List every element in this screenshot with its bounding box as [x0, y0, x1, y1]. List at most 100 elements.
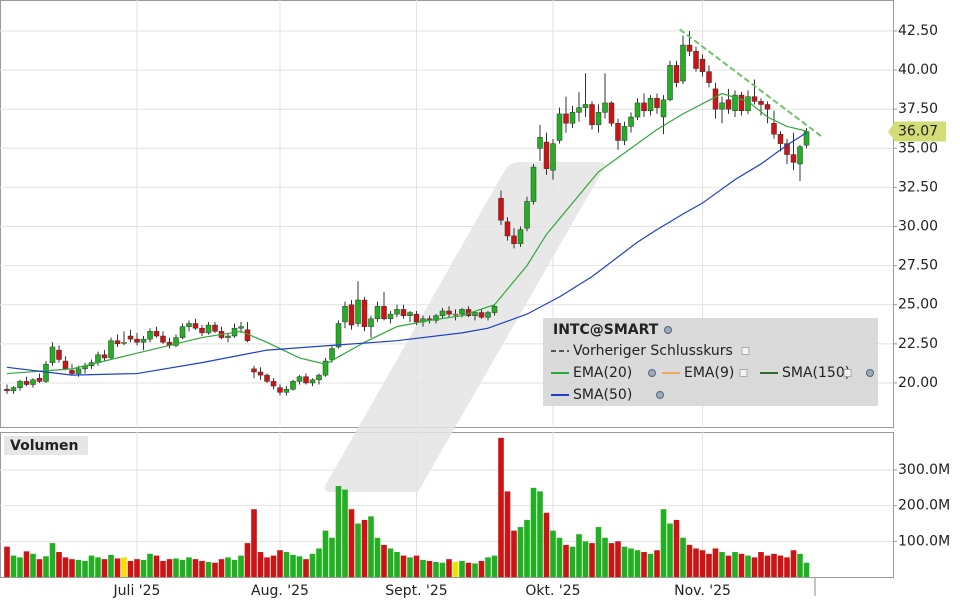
candle-body [673, 65, 680, 83]
candle [641, 93, 647, 118]
candle [179, 323, 186, 340]
candle-body [764, 104, 771, 110]
volume-bar [238, 555, 244, 577]
candle [738, 91, 745, 116]
candle-body [381, 306, 387, 320]
legend-label: EMA(20) [573, 365, 632, 381]
candle [472, 310, 478, 321]
candle [712, 82, 719, 119]
candle [725, 88, 732, 114]
candle [108, 337, 114, 360]
volume-bar [231, 559, 238, 577]
candle-body [628, 116, 634, 127]
candle [608, 101, 615, 127]
volume-bar [17, 557, 23, 577]
volume-bar [205, 562, 212, 577]
volume-bar [270, 555, 277, 577]
candle-body [589, 104, 595, 126]
candle-body [264, 374, 270, 382]
volume-bar [589, 543, 595, 577]
volume-bar [491, 555, 498, 577]
volume-bar [192, 559, 199, 577]
volume-bar [199, 560, 205, 577]
candle-body [4, 388, 10, 392]
volume-panel [0, 432, 894, 578]
candle [446, 306, 452, 318]
volume-bar [166, 559, 173, 577]
candle-body [160, 335, 166, 343]
candle [355, 281, 361, 327]
candle [771, 110, 777, 139]
candle-body [758, 101, 764, 105]
candle [602, 73, 608, 119]
candle [322, 357, 329, 377]
volume-bar [439, 562, 446, 577]
volume-bar [4, 546, 10, 577]
candle [283, 386, 290, 396]
volume-bar [186, 557, 192, 577]
plot: 20.00 22.50 25.00 27.50 30.00 32.50 35.00 37.50… [4, 23, 950, 599]
candle [485, 310, 491, 321]
volume-bar [712, 548, 719, 577]
volume-bar [179, 559, 186, 577]
candle-body [205, 324, 212, 334]
candle-body [498, 198, 504, 221]
candle [10, 386, 17, 394]
candle [693, 46, 699, 72]
candle-body [634, 102, 641, 118]
volume-bar [387, 548, 394, 577]
volume-title: Volumen [10, 438, 79, 454]
volume-bar [550, 530, 556, 577]
candle [511, 228, 517, 249]
x-tick-label: Nov. '25 [674, 583, 731, 599]
candle [621, 121, 628, 146]
x-tick-label: Aug. '25 [251, 583, 309, 599]
candle [251, 365, 257, 379]
volume-bar [680, 537, 686, 577]
candle-body [784, 143, 790, 155]
legend-title: INTC@SMART [553, 322, 659, 338]
volume-bar [114, 558, 121, 577]
candle-body [75, 368, 82, 374]
candle-body [446, 310, 452, 315]
candle-body [511, 235, 517, 244]
candle [660, 95, 667, 135]
candle-body [192, 323, 199, 329]
volume-bar [472, 563, 478, 577]
candle-body [745, 96, 751, 112]
candle [615, 118, 621, 150]
volume-bar [309, 553, 316, 577]
y-tick-label: 100.0M [898, 533, 950, 549]
candle-body [803, 131, 810, 146]
legend-label: Vorheriger Schlusskurs [573, 343, 733, 359]
candle-body [517, 229, 524, 244]
volume-bar [751, 557, 758, 577]
candle-body [342, 306, 348, 323]
candle-body [69, 370, 75, 374]
candle-body [712, 88, 719, 110]
candle-body [296, 376, 303, 382]
y-tick-label: 300.0M [898, 462, 950, 478]
y-tick-label: 200.0M [898, 498, 950, 514]
volume-bar [140, 559, 147, 577]
candle-body [738, 94, 745, 112]
volume-bar [576, 534, 582, 577]
volume-bar [706, 553, 712, 577]
volume-bar [303, 559, 309, 577]
candle [530, 163, 537, 205]
candle [628, 112, 634, 133]
candle-body [147, 331, 153, 340]
candle [491, 304, 498, 316]
volume-bar [426, 560, 433, 577]
candle-body [30, 379, 36, 385]
candle [140, 336, 147, 351]
candle [127, 329, 134, 343]
candle [758, 98, 764, 116]
volume-bar [654, 550, 660, 577]
volume-bar [485, 557, 491, 577]
volume-bar [62, 557, 69, 577]
volume-bar [257, 552, 264, 577]
volume-bar [127, 560, 134, 577]
